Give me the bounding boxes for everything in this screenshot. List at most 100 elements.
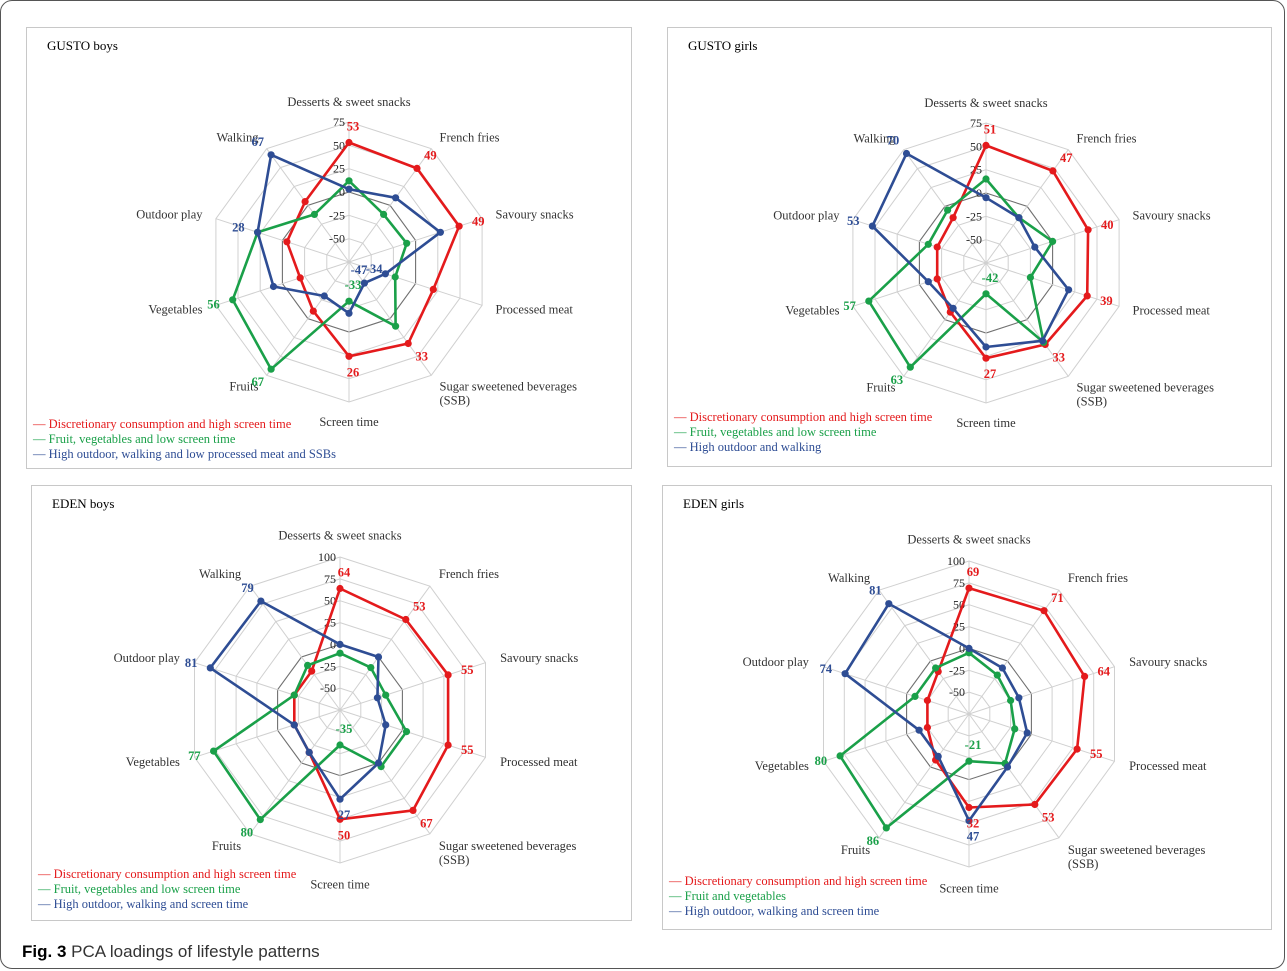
data-label: -42	[982, 271, 999, 285]
data-point-blue	[885, 600, 893, 608]
spoke	[339, 662, 486, 711]
axis-label: Outdoor play	[136, 207, 203, 221]
data-label: 28	[232, 220, 245, 234]
figure-label: Fig. 3	[22, 942, 67, 961]
axis-label: Savoury snacks	[496, 207, 574, 221]
tick-label: 75	[333, 115, 345, 129]
axis-label: Walking	[853, 131, 896, 145]
data-point-green	[993, 671, 1001, 679]
data-point-blue	[1065, 286, 1073, 294]
spoke	[194, 709, 341, 758]
data-point-red	[982, 354, 990, 362]
data-point-blue	[868, 222, 876, 230]
data-point-green	[382, 691, 390, 699]
spoke	[852, 262, 987, 307]
axis-label: Savoury snacks	[500, 651, 578, 665]
axis-label: Desserts & sweet snacks	[907, 533, 1030, 547]
axis-label: Fruits	[866, 381, 895, 395]
spoke	[903, 149, 987, 264]
panel-title: EDEN boys	[52, 496, 115, 511]
data-point-green	[906, 363, 914, 371]
data-point-red	[949, 214, 957, 222]
legend-item-blue: — High outdoor and walking	[674, 440, 822, 454]
data-point-green	[380, 210, 388, 218]
data-label: 49	[472, 214, 485, 228]
axis-label: Fruits	[212, 839, 241, 853]
data-label: 49	[424, 148, 437, 162]
axis-label: (SSB)	[439, 853, 470, 867]
data-point-blue	[934, 752, 942, 760]
data-label: 57	[843, 299, 856, 313]
axis-label: Walking	[199, 567, 242, 581]
data-point-red	[982, 141, 990, 149]
data-point-red	[413, 164, 421, 172]
data-point-green	[256, 816, 264, 824]
data-point-red	[1040, 607, 1048, 615]
data-point-blue	[1038, 337, 1047, 345]
axis-label: Sugar sweetened beverages	[439, 839, 577, 853]
data-label: 26	[347, 365, 360, 379]
data-label: -35	[336, 722, 353, 736]
tick-label: 50	[333, 138, 345, 152]
data-point-red	[301, 198, 309, 206]
data-point-red	[336, 584, 344, 593]
data-point-blue	[1031, 243, 1039, 251]
data-point-blue	[1023, 729, 1031, 737]
axis-label: Outdoor play	[114, 651, 181, 665]
data-label: 39	[1100, 294, 1113, 308]
data-point-green	[944, 206, 952, 214]
data-label: 86	[867, 834, 880, 848]
tick-label: -50	[966, 233, 982, 247]
data-point-red	[1081, 672, 1089, 680]
data-point-blue	[1003, 763, 1012, 771]
spoke	[968, 666, 1115, 715]
radar-chart-gusto-boys: 75 50 25 0 -25 -50 Desserts & sweet snacks Fren…	[136, 95, 578, 429]
data-point-green	[267, 365, 275, 373]
tick-label: 100	[947, 554, 965, 568]
data-point-blue	[345, 185, 353, 193]
axis-label: (SSB)	[1068, 857, 1099, 871]
data-label: 70	[887, 134, 900, 148]
axis-label: Desserts & sweet snacks	[924, 96, 1047, 110]
legend-item-blue: — High outdoor, walking and low processe…	[33, 447, 336, 461]
axis-label: Outdoor play	[773, 208, 840, 222]
axis-label: Sugar sweetened beverages	[1068, 843, 1206, 857]
tick-label: 0	[339, 185, 345, 199]
data-label: 47	[1060, 151, 1073, 165]
axis-label: Sugar sweetened beverages	[440, 380, 578, 394]
data-label: 67	[251, 135, 264, 149]
axis-label: Vegetables	[755, 759, 809, 773]
axis-label: Savoury snacks	[1133, 208, 1211, 222]
legend-item-red: — Discretionary consumption and high scr…	[674, 410, 933, 424]
data-point-blue	[254, 228, 262, 236]
axis-label: Screen time	[939, 881, 999, 895]
data-point-blue	[374, 759, 383, 767]
data-point-blue	[305, 748, 313, 756]
data-label: 53	[1042, 811, 1055, 825]
series-line-red	[935, 144, 1090, 360]
data-label: 53	[847, 214, 860, 228]
axis-label: French fries	[440, 130, 500, 144]
data-label: 69	[967, 565, 980, 579]
data-point-blue	[360, 279, 368, 287]
tick-label: -50	[949, 685, 965, 699]
data-point-blue	[965, 817, 973, 825]
data-label: 81	[869, 584, 882, 598]
spoke	[215, 218, 350, 263]
tick-label: 0	[959, 641, 965, 655]
tick-label: 75	[324, 572, 336, 586]
spoke	[903, 262, 987, 377]
spoke	[985, 262, 1120, 307]
data-point-green	[229, 296, 237, 304]
data-point-red	[402, 615, 410, 624]
data-point-red	[444, 671, 452, 679]
tick-label: 100	[318, 550, 336, 564]
data-point-blue	[373, 694, 381, 702]
data-label: 81	[185, 656, 198, 670]
axis-label: Screen time	[310, 877, 370, 891]
data-point-green	[982, 175, 990, 183]
data-label: 40	[1101, 218, 1114, 232]
legend-item-blue: — High outdoor, walking and screen time	[669, 904, 880, 918]
